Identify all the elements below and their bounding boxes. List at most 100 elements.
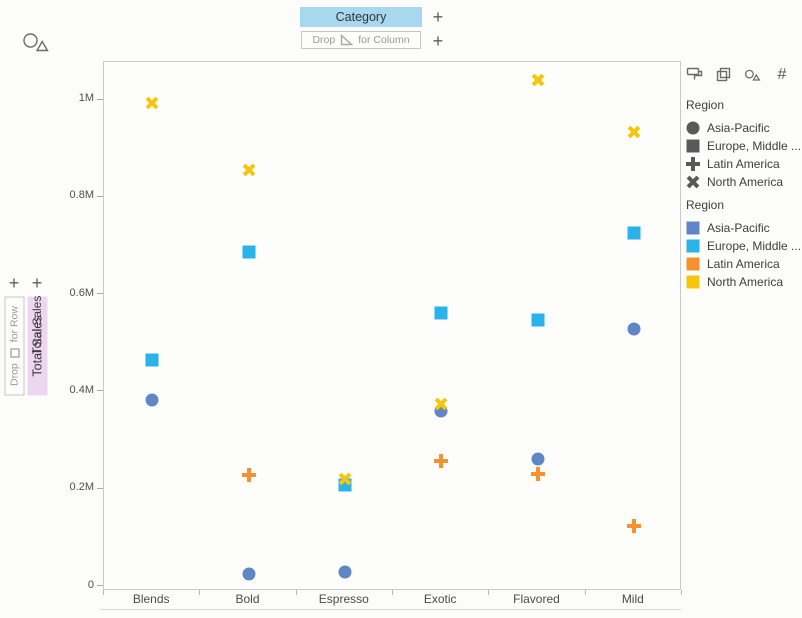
y-tick-mark <box>97 195 103 197</box>
x-category-label: Bold <box>235 592 260 606</box>
legend-color: Region Asia-Pacific Europe, Middle ... Lati… <box>686 198 802 291</box>
legend-item-label: North America <box>707 175 784 189</box>
add-column-button[interactable]: + <box>432 7 444 27</box>
y-tick-label: 0.4M <box>69 383 94 396</box>
data-point-circle[interactable] <box>338 565 352 579</box>
legend-item[interactable]: Europe, Middle ... <box>686 137 802 155</box>
legend-square-icon <box>686 257 700 271</box>
x-category-label: Espresso <box>318 592 369 606</box>
legend-item[interactable]: Asia-Pacific <box>686 119 798 137</box>
legend-title: Region <box>686 98 725 112</box>
row-drop-prefix: Drop <box>8 362 20 386</box>
legend-marker <box>686 221 700 235</box>
marker-shapes-icon[interactable] <box>744 66 762 84</box>
data-point-circle[interactable] <box>242 567 255 581</box>
legend-item-label: Latin America <box>707 157 780 171</box>
column-drop-prefix: Drop <box>312 34 336 46</box>
legend-marker <box>686 239 700 253</box>
data-point-circle[interactable] <box>145 393 159 407</box>
x-category-label: Flavored <box>513 592 560 606</box>
panel-toolbar: # <box>686 64 798 86</box>
x-tick-mark <box>681 590 682 595</box>
data-point-square[interactable] <box>145 353 159 367</box>
data-point-plus[interactable] <box>434 453 449 468</box>
data-point-plus[interactable] <box>626 518 641 533</box>
legend-marker <box>686 257 700 271</box>
data-point-x[interactable] <box>528 70 548 90</box>
legend-item[interactable]: Latin America <box>686 155 798 173</box>
column-drop-suffix: for Column <box>358 34 410 46</box>
data-point-circle[interactable] <box>531 452 544 466</box>
y-tick-label: 1M <box>78 92 94 105</box>
column-drop-zone[interactable]: Drop for Column <box>301 31 421 49</box>
x-tick-mark <box>392 590 393 595</box>
x-tick-mark <box>103 590 104 595</box>
legend-item-label: Europe, Middle ... <box>707 139 802 153</box>
scatter-marker-shapes-icon <box>23 33 49 52</box>
y-tick-mark <box>97 98 103 100</box>
data-point-square[interactable] <box>531 313 544 327</box>
column-shelf-pill-category[interactable]: Category <box>300 7 422 27</box>
y-tick-mark <box>97 487 103 489</box>
legend-marker <box>686 175 700 189</box>
legend-square-icon <box>686 275 700 289</box>
data-point-x[interactable] <box>624 122 644 142</box>
legend-item-label: Europe, Middle ... <box>707 239 802 253</box>
legend-title: Region <box>686 198 725 212</box>
drop-chart-triangle-icon <box>341 34 354 46</box>
add-column-button-2[interactable]: + <box>432 31 444 51</box>
data-point-plus[interactable] <box>241 468 256 483</box>
duplicate-icon[interactable] <box>715 66 733 84</box>
legend-item-label: Latin America <box>707 257 780 271</box>
x-tick-mark <box>295 590 297 595</box>
data-point-square[interactable] <box>434 306 448 320</box>
y-tick-label: 0 <box>87 578 94 591</box>
y-tick-label: 0.6M <box>69 286 94 299</box>
legend-square-icon <box>686 139 700 153</box>
data-point-square[interactable] <box>242 245 255 259</box>
drop-square-icon <box>9 347 19 357</box>
legend-square-icon <box>686 221 700 235</box>
data-point-x[interactable] <box>239 160 259 180</box>
y-tick-mark <box>97 585 103 586</box>
legend-panel: # Region Asia-Pacific Europe, Middle ... La… <box>686 64 802 298</box>
row-drop-zone[interactable]: Drop for Row <box>4 296 24 395</box>
legend-square-icon <box>686 239 700 253</box>
y-tick-label: 0.8M <box>69 189 94 202</box>
legend-marker <box>686 157 700 171</box>
data-point-square[interactable] <box>627 226 641 240</box>
legend-plus-icon <box>686 157 700 171</box>
legend-x-icon <box>683 172 703 192</box>
y-tick-mark <box>97 390 103 392</box>
legend-marker <box>686 139 700 153</box>
legend-item[interactable]: Europe, Middle ... <box>686 237 802 255</box>
y-axis-title: Total Sales <box>30 295 44 355</box>
add-row-button[interactable]: + <box>8 273 20 293</box>
legend-item-label: Asia-Pacific <box>707 221 770 235</box>
x-category-label: Exotic <box>423 592 457 606</box>
x-category-label: Blends <box>132 592 170 606</box>
y-tick-mark <box>97 293 103 295</box>
scatter-plot-area[interactable] <box>103 61 681 590</box>
legend-item[interactable]: North America <box>686 273 798 291</box>
legend-marker <box>686 275 700 289</box>
x-tick-mark <box>584 590 586 595</box>
chart-bottom-divider <box>100 609 681 610</box>
legend-item[interactable]: Asia-Pacific <box>686 219 798 237</box>
data-point-x[interactable] <box>142 94 162 114</box>
legend-shape: Region Asia-Pacific Europe, Middle ... Lati… <box>686 98 802 191</box>
data-point-plus[interactable] <box>530 467 545 482</box>
legend-item-label: Asia-Pacific <box>707 121 770 135</box>
add-row-button-2[interactable]: + <box>31 273 43 293</box>
x-tick-mark <box>199 590 201 595</box>
legend-item[interactable]: Latin America <box>686 255 798 273</box>
legend-circle-icon <box>686 121 700 135</box>
row-drop-suffix: for Row <box>8 305 20 342</box>
data-point-circle[interactable] <box>627 322 641 336</box>
column-pill-label: Category <box>335 10 387 24</box>
style-roller-icon[interactable] <box>686 66 704 84</box>
legend-item[interactable]: North America <box>686 173 798 191</box>
hash-icon[interactable]: # <box>777 66 787 83</box>
legend-item-label: North America <box>707 275 784 289</box>
